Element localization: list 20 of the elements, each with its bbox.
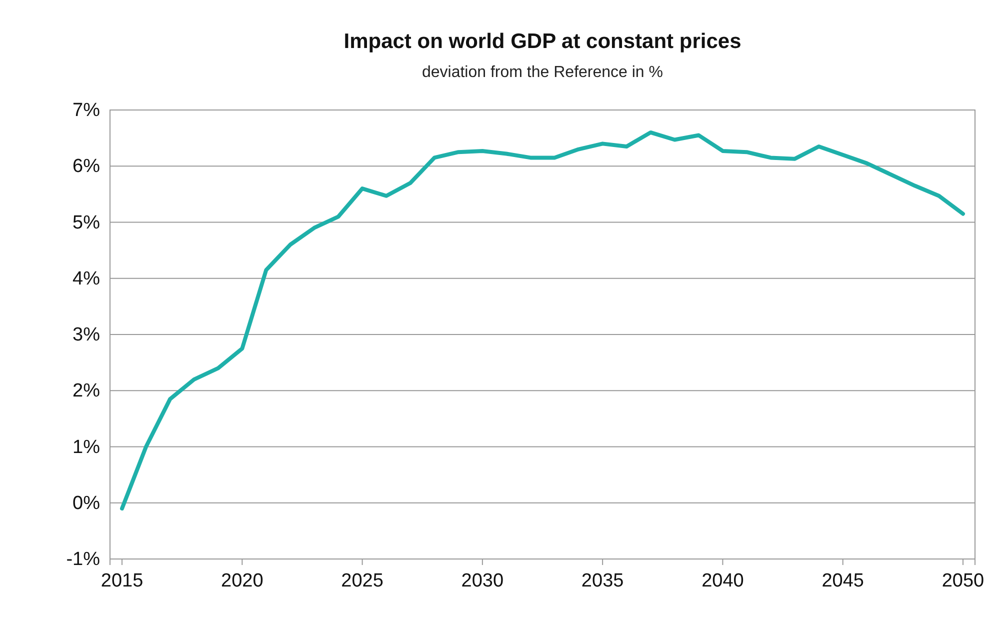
x-tick-label: 2040 [702, 570, 744, 592]
x-tick-label: 2025 [341, 570, 384, 592]
y-tick-label: 5% [72, 212, 100, 234]
line-series [120, 130, 965, 510]
x-tick-label: 2030 [461, 570, 504, 592]
y-tick-label: 6% [72, 156, 100, 178]
x-tick-label: 2020 [221, 570, 264, 592]
x-tick-label: 2045 [822, 570, 864, 592]
x-tick-label: 2050 [942, 570, 984, 592]
y-tick-label: -1% [66, 549, 100, 570]
y-tick-label: 3% [72, 324, 100, 346]
x-tick-label: 2035 [581, 570, 624, 592]
y-tick-label: 1% [72, 436, 100, 458]
y-tick-label: 2% [72, 380, 100, 402]
y-tick-label: 4% [72, 268, 100, 290]
chart-title: Impact on world GDP at constant prices [344, 30, 742, 53]
y-tick-label: 7% [72, 100, 100, 122]
y-tick-label: 0% [72, 492, 100, 514]
x-tick-label: 2015 [100, 570, 144, 592]
chart-subtitle: deviation from the Reference in % [422, 64, 664, 81]
